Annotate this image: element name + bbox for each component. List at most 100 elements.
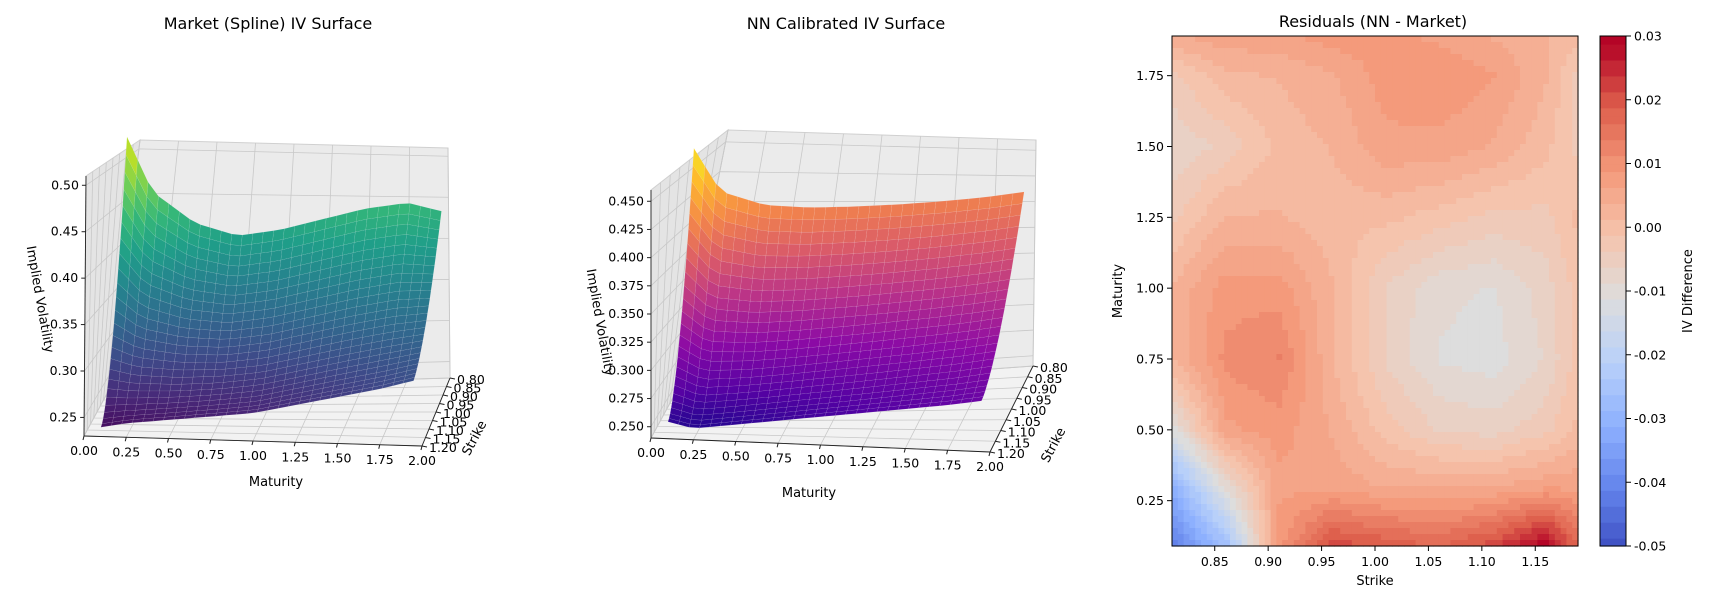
surface-cell	[901, 280, 915, 293]
heatmap-cell	[1264, 60, 1272, 67]
heatmap-cell	[1386, 294, 1393, 301]
heatmap-cell	[1177, 324, 1185, 331]
heatmap-cell	[1276, 246, 1283, 253]
heatmap-cell	[1560, 204, 1567, 211]
surface-cell	[941, 296, 955, 308]
surface-cell	[693, 400, 706, 410]
heatmap-cell	[1288, 168, 1295, 175]
heatmap-cell	[1230, 282, 1237, 289]
heatmap-cell	[1351, 204, 1359, 211]
heatmap-cell	[1235, 156, 1243, 163]
heatmap-cell	[1444, 222, 1451, 229]
heatmap-cell	[1467, 108, 1475, 115]
heatmap-cell	[1450, 252, 1457, 259]
heatmap-cell	[1253, 84, 1260, 91]
heatmap-cell	[1554, 252, 1562, 259]
heatmap-cell	[1363, 186, 1370, 193]
surface-cell	[423, 255, 436, 266]
heatmap-cell	[1433, 78, 1440, 85]
heatmap-cell	[1450, 240, 1457, 247]
heatmap-cell	[1491, 270, 1498, 277]
surface-cell	[941, 222, 956, 236]
heatmap-cell	[1230, 102, 1237, 109]
surface-cell	[402, 377, 415, 384]
heatmap-cell	[1235, 294, 1243, 301]
heatmap-cell	[1456, 60, 1463, 67]
heatmap-cell	[1386, 264, 1393, 271]
heatmap-cell	[1224, 84, 1231, 91]
heatmap-cell	[1554, 102, 1562, 109]
heatmap-cell	[1230, 138, 1237, 145]
heatmap-cell	[1392, 312, 1399, 319]
heatmap-cell	[1554, 180, 1562, 187]
heatmap-cell	[1288, 276, 1295, 283]
heatmap-cell	[1554, 288, 1562, 295]
surface-cell	[786, 339, 800, 350]
heatmap-cell	[1189, 240, 1196, 247]
heatmap-cell	[1195, 96, 1202, 103]
heatmap-cell	[1380, 294, 1388, 301]
heatmap-cell	[1346, 48, 1353, 55]
heatmap-cell	[1340, 60, 1347, 67]
heatmap-cell	[1334, 318, 1341, 325]
surface-cell	[210, 388, 223, 396]
heatmap-cell	[1421, 90, 1428, 97]
heatmap-cell	[1218, 216, 1225, 223]
heatmap-cell	[1322, 72, 1330, 79]
heatmap-cell	[1241, 78, 1248, 85]
heatmap-cell	[1375, 132, 1382, 139]
heatmap-cell	[1299, 144, 1306, 151]
surface-cell	[960, 243, 974, 256]
heatmap-cell	[1270, 210, 1277, 217]
surface-cell	[892, 271, 906, 284]
surface-cell	[793, 289, 806, 301]
gridline	[90, 166, 430, 430]
heatmap-cell	[1230, 36, 1237, 43]
tick-mark	[425, 437, 431, 439]
heatmap-cell	[1253, 132, 1260, 139]
heatmap-cell	[1508, 36, 1515, 43]
heatmap-cell	[1433, 240, 1440, 247]
heatmap-cell	[1288, 120, 1295, 127]
heatmap-cell	[1247, 42, 1254, 49]
heatmap-cell	[1491, 246, 1498, 253]
heatmap-cell	[1206, 186, 1214, 193]
heatmap-cell	[1270, 66, 1277, 73]
heatmap-cell	[1189, 246, 1196, 253]
surface-cell	[139, 375, 152, 385]
heatmap-cell	[1375, 162, 1382, 169]
heatmap-cell	[1346, 138, 1353, 145]
heatmap-cell	[1276, 120, 1283, 127]
heatmap-cell	[1398, 120, 1405, 127]
heatmap-cell	[1282, 258, 1289, 265]
heatmap-cell	[1247, 282, 1254, 289]
heatmap-cell	[1438, 300, 1446, 307]
heatmap-cell	[1380, 114, 1388, 121]
heatmap-cell	[1183, 90, 1190, 97]
surface-cell	[947, 255, 962, 268]
heatmap-cell	[1525, 96, 1533, 103]
heatmap-cell	[1201, 102, 1208, 109]
surface-cell	[850, 263, 863, 277]
heatmap-cell	[1520, 198, 1527, 205]
heatmap-cell	[1195, 72, 1202, 79]
heatmap-cell	[1346, 300, 1353, 307]
heatmap-cell	[1276, 174, 1283, 181]
heatmap-cell	[1357, 192, 1364, 199]
tick-mark	[1000, 430, 1006, 432]
heatmap-cell	[1386, 246, 1393, 253]
surface-cell	[761, 367, 774, 377]
heatmap-cell	[1496, 162, 1504, 169]
surface-cell	[810, 384, 823, 394]
heatmap-cell	[1386, 96, 1393, 103]
heatmap-cell	[1398, 192, 1405, 199]
heatmap-cell	[1189, 276, 1196, 283]
heatmap-cell	[1276, 270, 1283, 277]
heatmap-cell	[1340, 138, 1347, 145]
heatmap-cell	[1566, 120, 1573, 127]
heatmap-cell	[1438, 288, 1446, 295]
heatmap-cell	[1427, 300, 1434, 307]
heatmap-cell	[1566, 102, 1573, 109]
surface-cell	[784, 357, 797, 367]
heatmap-cell	[1363, 54, 1370, 61]
